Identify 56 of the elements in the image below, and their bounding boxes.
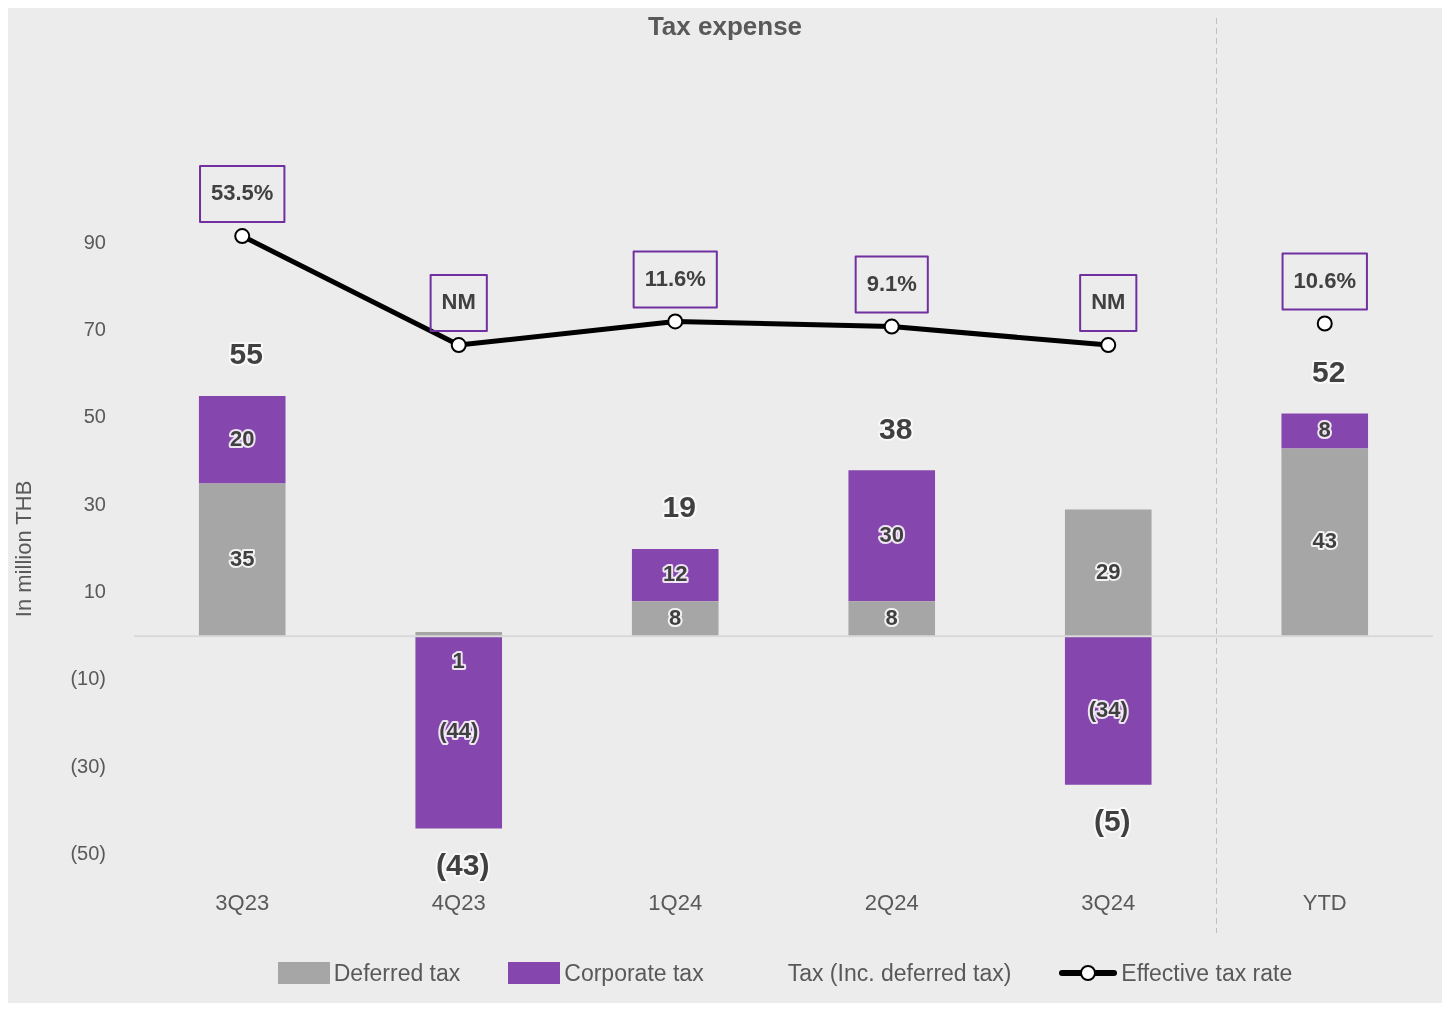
y-tick-label: (30) bbox=[70, 754, 106, 777]
total-label: 52 bbox=[1312, 354, 1346, 388]
data-label: 30 bbox=[879, 521, 904, 547]
y-tick-label: 90 bbox=[83, 230, 106, 253]
y-tick-label: 50 bbox=[83, 405, 106, 428]
y-tick-label: (50) bbox=[70, 842, 106, 865]
bar bbox=[198, 396, 286, 484]
data-label: NM bbox=[1091, 289, 1126, 315]
bar bbox=[198, 483, 286, 637]
point bbox=[450, 337, 467, 354]
x-tick-label: 1Q24 bbox=[648, 889, 703, 915]
point bbox=[234, 228, 251, 245]
data-label: 11.6% bbox=[644, 265, 706, 291]
data-label: 35 bbox=[229, 545, 255, 571]
bar bbox=[1064, 509, 1152, 637]
data-label: NM bbox=[441, 289, 476, 315]
data-label: 10.6% bbox=[1293, 267, 1356, 293]
data-label: 20 bbox=[229, 425, 255, 451]
data-label: (44) bbox=[439, 718, 479, 744]
chart-title: Tax expense bbox=[647, 10, 803, 41]
data-label: 8 bbox=[885, 604, 898, 630]
bar bbox=[1064, 636, 1152, 785]
data-label: 8 bbox=[669, 604, 682, 630]
x-tick-label: 2Q24 bbox=[864, 889, 919, 915]
x-tick-label: 4Q23 bbox=[431, 889, 486, 915]
total-label: 38 bbox=[879, 411, 913, 445]
data-label: (34) bbox=[1088, 696, 1128, 722]
data-label: 43 bbox=[1312, 528, 1337, 554]
data-label: 9.1% bbox=[866, 270, 917, 296]
y-tick-label: 10 bbox=[83, 580, 106, 603]
bar bbox=[848, 470, 936, 602]
total-label: (43) bbox=[436, 847, 490, 881]
x-tick-label: 3Q24 bbox=[1081, 889, 1136, 915]
total-label: (5) bbox=[1093, 803, 1131, 837]
point bbox=[883, 318, 900, 335]
bar bbox=[1281, 448, 1369, 637]
y-axis-title: In million THB bbox=[11, 480, 37, 618]
bar bbox=[415, 636, 503, 829]
legend-label: Effective tax rate bbox=[1121, 959, 1293, 987]
x-tick-label: YTD bbox=[1302, 889, 1347, 915]
data-label: 8 bbox=[1318, 417, 1331, 443]
data-label: 1 bbox=[452, 647, 465, 673]
total-label: 19 bbox=[662, 490, 696, 524]
y-tick-label: 70 bbox=[83, 318, 106, 341]
y-tick-label: (10) bbox=[70, 667, 106, 690]
data-label: 29 bbox=[1096, 558, 1121, 584]
total-label: 55 bbox=[229, 337, 263, 371]
data-label: 53.5% bbox=[211, 180, 274, 206]
point bbox=[667, 313, 684, 330]
point bbox=[1100, 337, 1117, 354]
x-tick-label: 3Q23 bbox=[215, 889, 270, 915]
data-label: 12 bbox=[662, 561, 688, 587]
y-tick-label: 30 bbox=[83, 492, 106, 515]
legend-label: Corporate tax bbox=[564, 959, 704, 987]
legend-label: Deferred tax bbox=[333, 959, 461, 987]
text: Tax (Inc. deferred tax) bbox=[787, 959, 1012, 987]
